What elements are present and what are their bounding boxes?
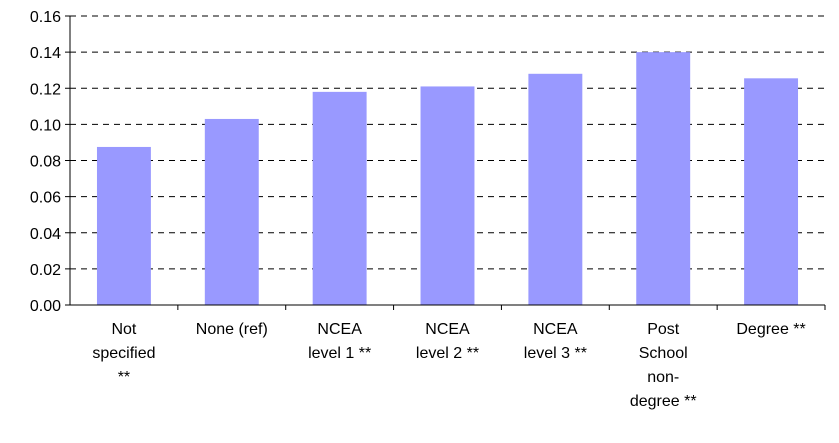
y-tick-label: 0.06 [30, 190, 61, 207]
axes [65, 15, 826, 310]
bar [420, 86, 475, 305]
y-tick-label: 0.00 [30, 298, 61, 315]
bar [96, 146, 151, 305]
bar [528, 73, 583, 305]
y-tick-label: 0.04 [30, 226, 61, 243]
y-tick-label: 0.12 [30, 81, 61, 98]
y-tick-label: 0.02 [30, 262, 61, 279]
x-tick-label: Post School non-degree ** [630, 321, 697, 410]
bars [96, 52, 799, 305]
x-tick-label: NCEA level 2 ** [416, 321, 479, 362]
bar [204, 118, 259, 305]
y-tick-label: 0.08 [30, 154, 61, 171]
x-tick-label: Degree ** [736, 321, 805, 338]
x-tick-label: Not specified ** [92, 321, 155, 386]
bar [312, 91, 367, 305]
x-tick-label: NCEA level 1 ** [308, 321, 371, 362]
y-tick-label: 0.14 [30, 45, 61, 62]
bar [636, 52, 691, 305]
x-tick-label: None (ref) [196, 321, 268, 338]
y-tick-label: 0.10 [30, 117, 61, 134]
bar [744, 78, 799, 305]
tick-labels: 0.00 0.02 0.04 0.06 0.08 0.10 0.12 0.14 0.16 Not s… [30, 9, 806, 410]
x-tick-label: NCEA level 3 ** [524, 321, 587, 362]
y-tick-label: 0.16 [30, 9, 61, 26]
